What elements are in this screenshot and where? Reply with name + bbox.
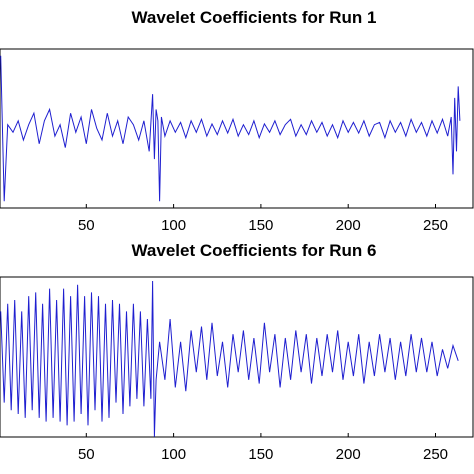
x-tick-label: 150 bbox=[248, 446, 273, 463]
x-tick-label: 50 bbox=[78, 446, 95, 463]
series-line-run-6 bbox=[0, 280, 459, 437]
x-tick-label: 50 bbox=[78, 217, 95, 234]
x-axis-run-1: 50 100 150 200 250 bbox=[78, 204, 448, 234]
chart-title-run-1: Wavelet Coefficients for Run 1 bbox=[132, 8, 377, 27]
x-tick-label: 200 bbox=[336, 446, 361, 463]
plot-frame-run-1 bbox=[0, 48, 474, 209]
x-tick-label: 100 bbox=[161, 446, 186, 463]
x-tick-label: 250 bbox=[423, 446, 448, 463]
series-line-run-1 bbox=[0, 55, 461, 202]
plot-frame-run-6 bbox=[0, 276, 474, 438]
x-axis-run-6: 50 100 150 200 250 bbox=[78, 433, 448, 463]
panel-run-6: Wavelet Coefficients for Run 6 50 100 150 2… bbox=[0, 241, 474, 463]
panel-run-1: Wavelet Coefficients for Run 1 50 100 150 2… bbox=[0, 8, 474, 234]
chart-title-run-6: Wavelet Coefficients for Run 6 bbox=[132, 241, 377, 260]
x-tick-label: 150 bbox=[248, 217, 273, 234]
x-tick-label: 250 bbox=[423, 217, 448, 234]
x-tick-label: 100 bbox=[161, 217, 186, 234]
x-tick-label: 200 bbox=[336, 217, 361, 234]
